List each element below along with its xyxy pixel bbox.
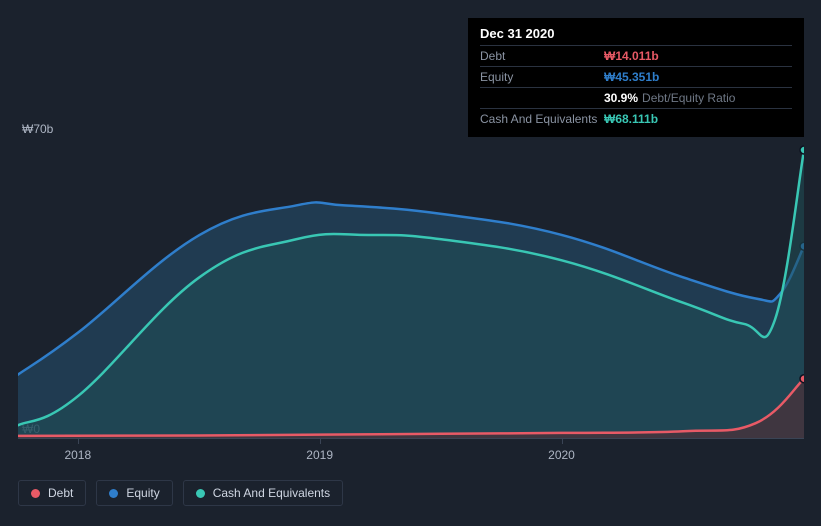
tooltip-row: Cash And Equivalents₩68.111b [480, 108, 792, 129]
tooltip-row: Equity₩45.351b [480, 66, 792, 87]
series-endpoint-marker [800, 375, 804, 383]
tooltip-title: Dec 31 2020 [480, 26, 792, 41]
tooltip-row-value: ₩45.351b [604, 70, 659, 84]
legend-dot-icon [31, 489, 40, 498]
tooltip-row-value: ₩14.011b [604, 49, 659, 63]
x-axis-label: 2018 [64, 448, 91, 462]
tooltip-row-label: Equity [480, 70, 604, 84]
legend-item[interactable]: Equity [96, 480, 172, 506]
x-axis-tick [562, 438, 563, 444]
legend-item[interactable]: Debt [18, 480, 86, 506]
legend-item-label: Equity [126, 486, 159, 500]
series-endpoint-marker [800, 146, 804, 154]
legend-item[interactable]: Cash And Equivalents [183, 480, 343, 506]
tooltip-row-suffix: Debt/Equity Ratio [642, 91, 735, 105]
tooltip-row-value: 30.9%Debt/Equity Ratio [604, 91, 735, 105]
chart-container: Dec 31 2020 Debt₩14.011bEquity₩45.351b30… [0, 0, 821, 526]
tooltip-row: Debt₩14.011b [480, 45, 792, 66]
tooltip-row-label [480, 91, 604, 105]
chart-tooltip: Dec 31 2020 Debt₩14.011bEquity₩45.351b30… [468, 18, 804, 137]
tooltip-row-value: ₩68.111b [604, 112, 658, 126]
x-axis-tick [320, 438, 321, 444]
x-axis-baseline [18, 438, 804, 439]
tooltip-row: 30.9%Debt/Equity Ratio [480, 87, 792, 108]
chart-plot [18, 142, 804, 438]
legend-item-label: Cash And Equivalents [213, 486, 330, 500]
x-axis-tick [78, 438, 79, 444]
chart-legend: Debt Equity Cash And Equivalents [18, 480, 343, 506]
legend-item-label: Debt [48, 486, 73, 500]
y-axis-label-max: ₩70b [22, 122, 53, 136]
legend-dot-icon [109, 489, 118, 498]
tooltip-row-label: Cash And Equivalents [480, 112, 604, 126]
legend-dot-icon [196, 489, 205, 498]
x-axis-label: 2020 [548, 448, 575, 462]
x-axis-label: 2019 [306, 448, 333, 462]
tooltip-row-label: Debt [480, 49, 604, 63]
